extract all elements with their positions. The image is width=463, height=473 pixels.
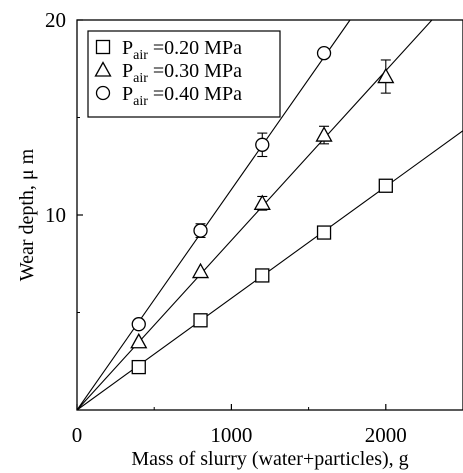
legend-label: Pair =0.30 MPa (122, 60, 242, 86)
data-point-circle (193, 223, 208, 238)
legend-marker-square (95, 39, 111, 55)
legend-label: Pair =0.20 MPa (122, 37, 242, 63)
x-tick-label: 1000 (210, 423, 252, 447)
y-tick-label: 10 (45, 203, 66, 227)
data-point-triangle (130, 332, 148, 349)
data-points (130, 46, 395, 375)
data-point-triangle (377, 67, 395, 84)
y-tick-label: 20 (45, 8, 66, 32)
x-tick-label: 0 (72, 423, 83, 447)
data-point-circle (255, 137, 270, 152)
x-tick-label: 2000 (365, 423, 407, 447)
data-point-triangle (315, 126, 333, 142)
x-axis-title: Mass of slurry (water+particles), g (131, 448, 408, 470)
data-point-square (255, 268, 270, 283)
data-point-square (378, 178, 393, 193)
data-point-square (316, 225, 332, 240)
legend-marker-triangle (94, 61, 112, 77)
fit-line (76, 19, 351, 411)
data-point-circle (316, 46, 332, 61)
legend-label: Pair =0.40 MPa (122, 83, 242, 109)
legend-box (87, 30, 281, 118)
legend-marker-circle (95, 85, 111, 101)
data-point-triangle (253, 194, 271, 210)
data-point-triangle (191, 262, 210, 279)
data-point-circle (131, 317, 146, 332)
data-point-square (131, 359, 146, 375)
data-point-square (193, 313, 208, 328)
axis-ticks: 0 1000 2000 10 20 (45, 8, 407, 447)
y-axis-title: Wear depth, μ m (16, 148, 38, 281)
